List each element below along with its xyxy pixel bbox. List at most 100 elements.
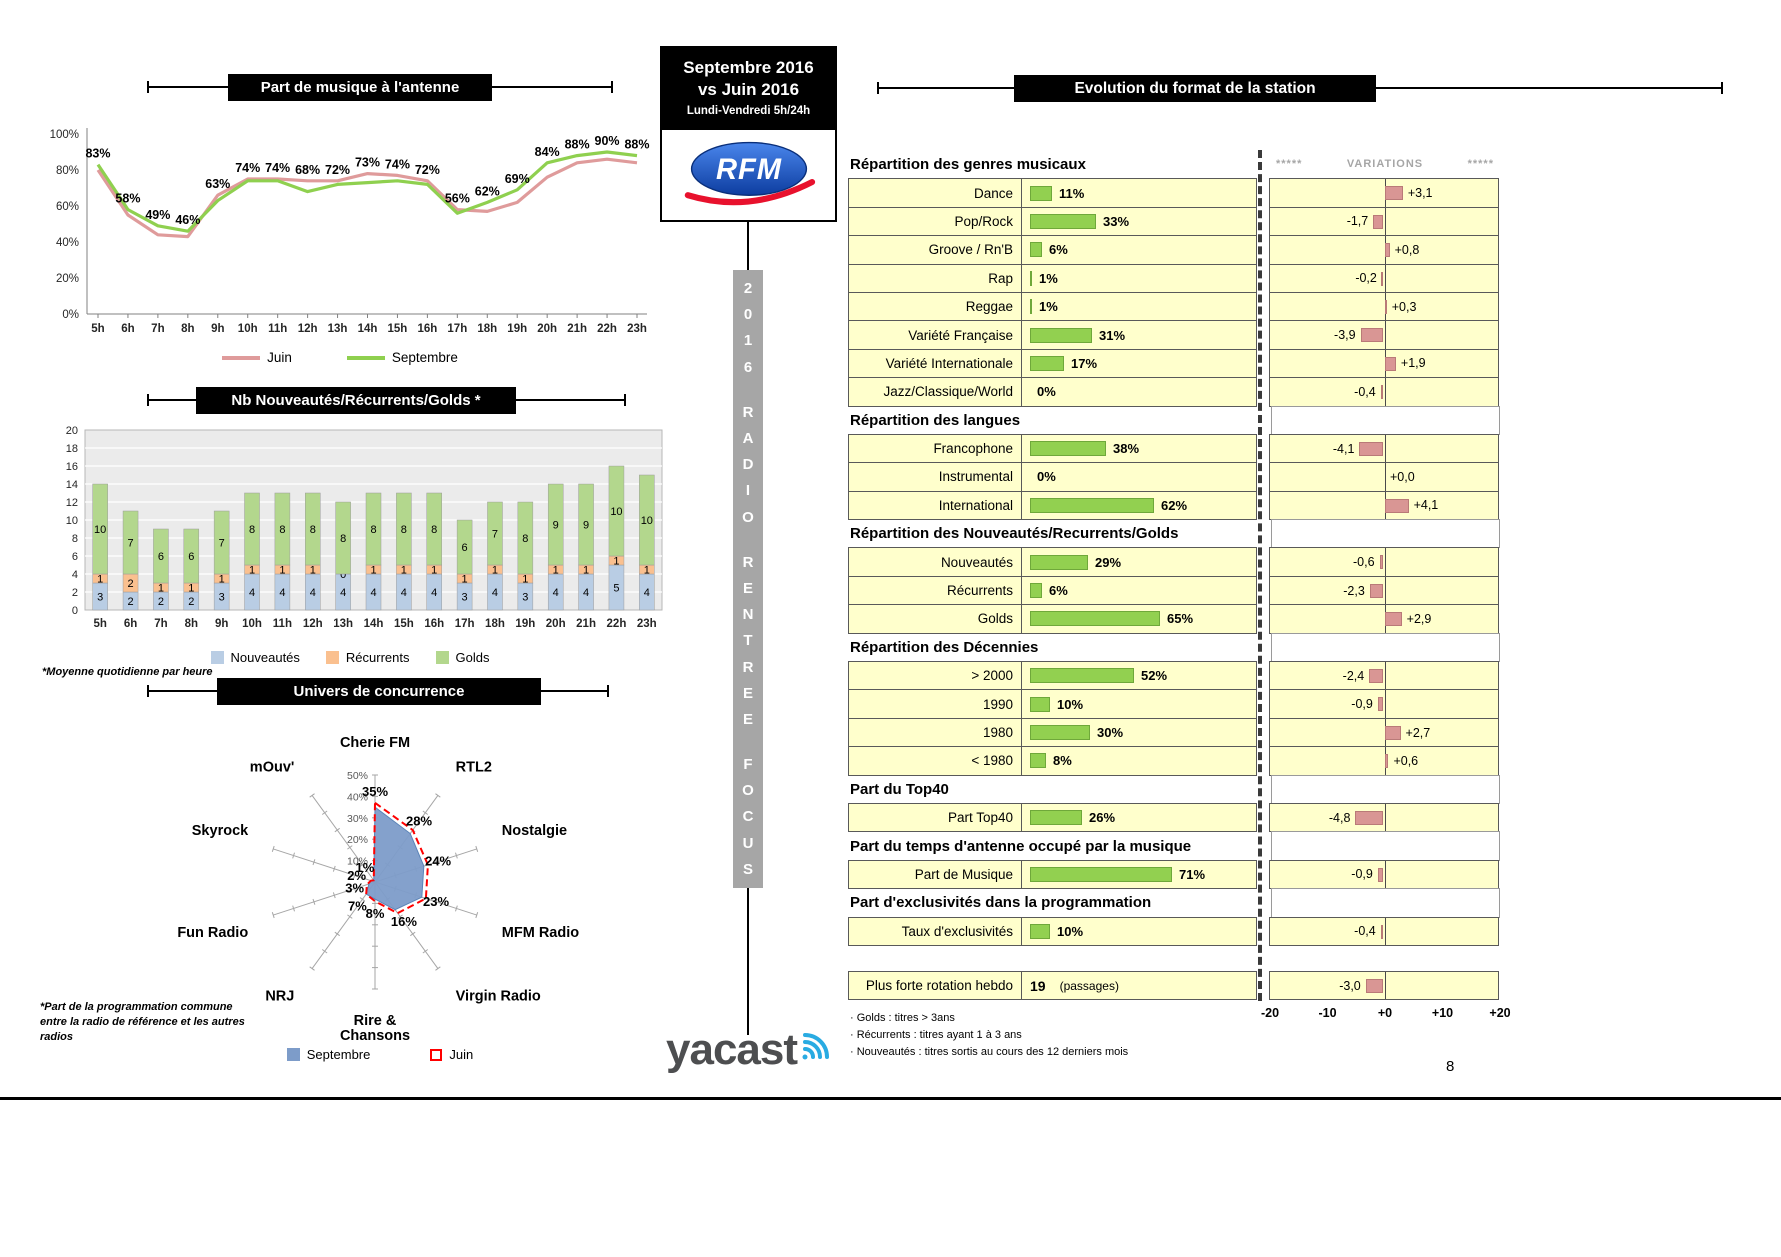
variation-value: +2,9 [1406,611,1432,626]
bar-label: 1 [158,583,164,595]
data-row: Reggae 1% +0,3 [848,291,1500,322]
variation-zero-axis [1385,207,1386,236]
variation-zero-axis [1385,548,1386,576]
point-label: 72% [325,163,350,177]
variation-value: -0,4 [1354,384,1376,399]
value-label: 17% [1071,355,1098,371]
value-label: 10% [1057,923,1084,939]
variation-value: -4,1 [1332,441,1355,456]
bar-label: 6 [462,542,468,554]
variation-cell: -2,4 [1269,661,1499,691]
value-label: 6% [1049,242,1068,258]
section-row: Répartition des langues [848,405,1500,435]
station-logo-box: RFM [660,128,837,222]
focus-letter: 1 [743,332,753,350]
value-cell: 17% [1021,348,1257,379]
value-cell: 38% [1021,433,1257,464]
variation-zero-axis [1385,860,1386,889]
value-cell: 52% [1021,661,1257,691]
radar-rtick: 50% [347,770,368,782]
bar-label: 1 [401,565,407,577]
svg-text:12h: 12h [298,323,318,335]
svg-text:16h: 16h [417,323,437,335]
section-title: Part du Top40 [850,780,949,798]
row-label: < 1980 [848,746,1022,776]
bar-label: 4 [340,587,346,599]
bar-segment [305,492,321,566]
value-label: 33% [1103,213,1130,229]
bar-segment [274,492,291,566]
value-label: 0% [1037,469,1056,485]
variation-value: +0,3 [1391,299,1417,314]
section-row: Répartition des Nouveautés/Recurrents/Go… [848,519,1500,549]
bar-label: 8 [431,524,437,536]
variation-bar [1385,498,1409,513]
variation-cell: -0,4 [1269,377,1499,407]
value-bar [1030,554,1088,570]
bar-label: 1 [188,583,194,595]
radar-rtick: 20% [347,834,368,846]
rfm-swoosh [684,179,815,206]
point-label: 83% [85,147,110,161]
row-label: Part de Musique [848,859,1022,890]
svg-text:11h: 11h [268,323,287,335]
svg-text:14h: 14h [358,323,378,335]
variation-axis: -20 -10 +0 +10 +20 [1261,1006,1511,1022]
bar-label: 1 [97,574,103,586]
value-bar [1030,923,1050,939]
row-label: Plus forte rotation hebdo [848,970,1022,1001]
focus-letter: O [742,508,754,526]
section-title: Part d'exclusivités dans la programmatio… [850,894,1152,912]
bar-label: 1 [310,565,316,577]
point-label: 88% [624,138,649,152]
variation-bar [1385,725,1401,740]
svg-text:20%: 20% [56,273,79,285]
section-row: Répartition des Décennies [848,632,1500,663]
bar-label: 9 [583,520,589,532]
yacast-logo: yacast [666,1028,840,1072]
rotations-title: Nb Nouveautés/Récurrents/Golds * [231,392,481,409]
svg-text:19h: 19h [507,323,527,335]
svg-text:8h: 8h [185,618,198,630]
row-label: 1980 [848,717,1022,748]
point-label: 69% [505,172,530,186]
variation-cell: +0,6 [1269,746,1499,776]
bar-label: 1 [370,565,376,577]
bar-label: 4 [401,587,407,599]
data-row: Golds 65% +2,9 [848,604,1500,634]
bar-segment [213,510,230,575]
bar-segment [365,492,382,566]
point-label: 84% [535,145,560,159]
line-septembre [96,150,638,233]
variation-bar [1365,978,1383,993]
septembre-radar-legend-label: Septembre [306,1047,371,1062]
value-label: 52% [1141,668,1168,684]
variation-cell: -3,9 [1269,320,1499,350]
focus-letter: 0 [743,306,753,324]
bar-label: 2 [188,596,194,608]
focus-letter: R [742,658,754,676]
bar-label: 8 [310,524,316,536]
radar-value-label: 3% [345,881,364,896]
bar-label: 4 [370,587,376,599]
bar-label: 4 [583,587,589,599]
focus-letter: 2 [743,280,753,298]
variations-stars-right: ***** [1467,158,1494,170]
competition-radar-chart: 10% 20% 30% 40% 50% 35% 28% 24% 23% 16% 8%7% 3%2%1%… [177,735,579,1044]
bar-segment [456,519,473,575]
value-cell: 11% [1021,178,1257,208]
value-bar [1030,185,1052,201]
variation-value: +2,7 [1405,725,1431,740]
value-bar [1030,753,1046,769]
svg-text:8h: 8h [181,323,194,335]
value-cell: 29% [1021,547,1257,577]
radar-rtick: 10% [347,856,368,868]
bar-segment [426,492,442,566]
svg-text:17h: 17h [447,323,467,335]
data-row: Instrumental 0% +0,0 [848,462,1500,492]
period-line2: vs Juin 2016 [697,79,800,99]
rfm-logo: RFM [684,141,815,206]
rotations-footnote: *Moyenne quotidienne par heure [42,666,213,678]
svg-text:60%: 60% [56,201,79,213]
